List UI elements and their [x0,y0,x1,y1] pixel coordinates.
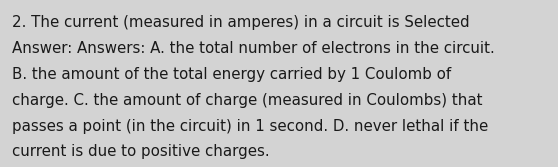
Text: current is due to positive charges.: current is due to positive charges. [12,144,270,159]
Text: 2. The current (measured in amperes) in a circuit is Selected: 2. The current (measured in amperes) in … [12,15,470,30]
Text: B. the amount of the total energy carried by 1 Coulomb of: B. the amount of the total energy carrie… [12,67,451,82]
Text: charge. C. the amount of charge (measured in Coulombs) that: charge. C. the amount of charge (measure… [12,93,483,108]
Text: passes a point (in the circuit) in 1 second. D. never lethal if the: passes a point (in the circuit) in 1 sec… [12,119,488,134]
Text: Answer: Answers: A. the total number of electrons in the circuit.: Answer: Answers: A. the total number of … [12,41,495,56]
